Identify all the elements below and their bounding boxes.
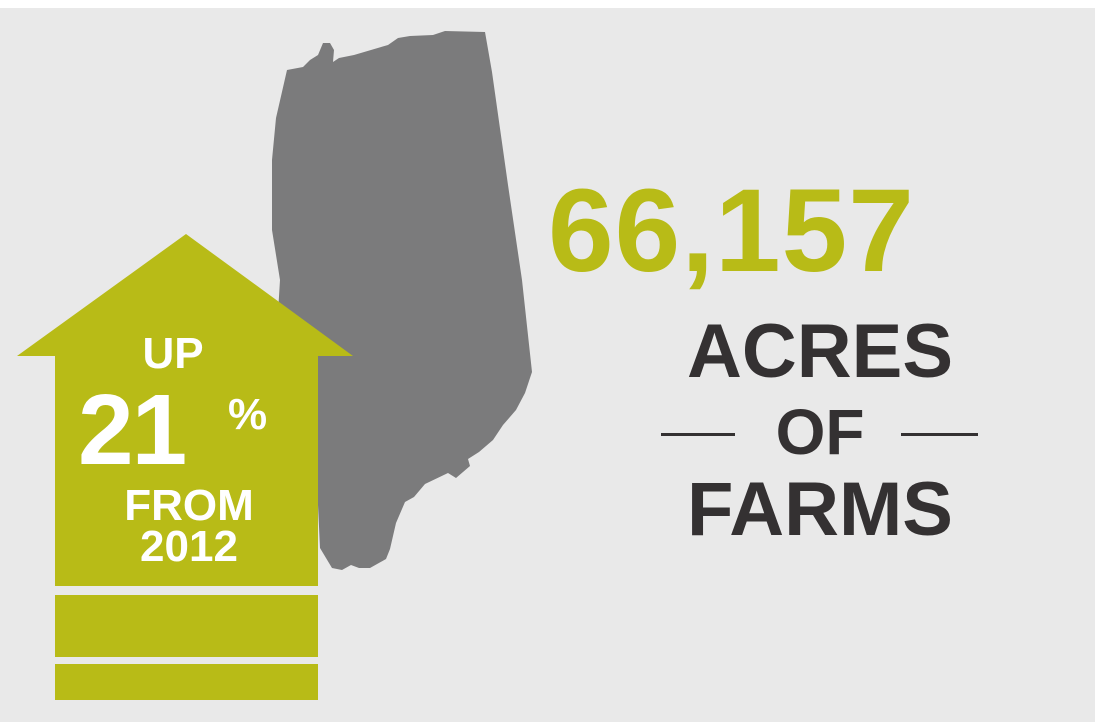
- left-divider-line: [661, 433, 735, 436]
- arrow-head: [17, 234, 353, 586]
- arrow-year-label: 2012: [140, 522, 238, 571]
- arrow-stripe-lower: [55, 664, 318, 700]
- arrow-percent-value: 21: [78, 374, 187, 486]
- arrow-percent-sign: %: [228, 390, 268, 439]
- county-shape: [272, 31, 532, 570]
- arrow-stripe-upper: [55, 595, 318, 657]
- farms-label: FARMS: [687, 467, 953, 552]
- arrow-from-label: FROM: [124, 481, 254, 530]
- arrow-up-label: UP: [142, 329, 204, 378]
- right-divider-line: [901, 433, 978, 436]
- acres-label: ACRES: [686, 309, 954, 394]
- acres-value: 66,157: [548, 165, 915, 297]
- of-label: OF: [775, 396, 865, 468]
